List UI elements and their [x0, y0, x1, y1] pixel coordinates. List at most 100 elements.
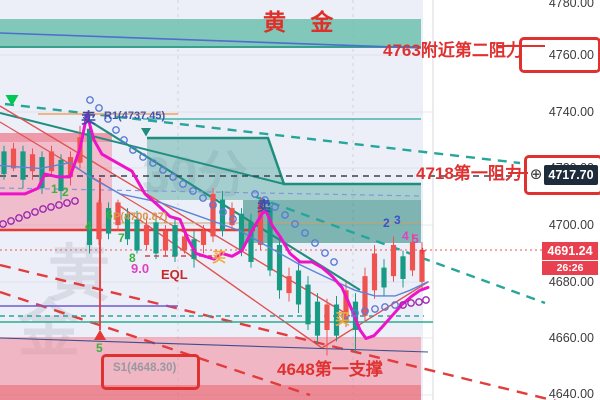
- sar-dot: [120, 136, 128, 144]
- sar-dot: [169, 173, 177, 181]
- top-resistance-band: [0, 19, 421, 47]
- candle-body: [200, 230, 207, 245]
- td-count-label: +: [419, 244, 427, 258]
- candle-body: [39, 157, 45, 189]
- sar-dot: [31, 208, 39, 216]
- candle-body: [419, 250, 425, 282]
- sar-dot: [391, 301, 399, 309]
- red-dashed-1: [0, 263, 557, 400]
- candle-body: [409, 242, 416, 271]
- highlight-box-4717: [524, 155, 600, 195]
- sar-dot: [291, 220, 299, 228]
- red-v-right: [321, 281, 429, 349]
- sar-dot: [381, 303, 389, 311]
- sar-dot: [139, 153, 147, 161]
- sar-dot: [63, 199, 71, 207]
- sar-dot: [271, 203, 279, 211]
- sar-dot: [321, 249, 329, 257]
- candle-body: [333, 304, 340, 336]
- buy-signal-label: 买: [212, 249, 226, 265]
- sar-dot: [351, 309, 359, 317]
- sar-dot: [55, 201, 63, 209]
- pivot-s1-label: S1(4648.30): [113, 362, 177, 374]
- candle-body: [257, 202, 264, 245]
- support-zone: [0, 337, 421, 400]
- sar-dot: [104, 115, 112, 123]
- sar-dot: [251, 190, 259, 198]
- candle-body: [381, 267, 387, 288]
- candle-body: [86, 128, 93, 245]
- candle-body: [343, 290, 349, 322]
- sar-dot: [341, 312, 349, 320]
- target-icon[interactable]: ⊕: [528, 166, 544, 183]
- highlight-box-s1: [101, 354, 200, 390]
- annotation-resistance-1: 4718第一阻力: [416, 164, 522, 183]
- candle-body: [248, 222, 254, 262]
- red-fan-1: [0, 105, 351, 317]
- sar-dot: [7, 217, 15, 225]
- current-price-badge: 4691.24: [542, 242, 598, 260]
- td-count-label: 9.0: [131, 261, 150, 276]
- price-tick: 4740.00: [548, 105, 594, 119]
- sar-dot: [261, 196, 269, 204]
- td-count-label: 7: [118, 231, 125, 245]
- sar-dot: [149, 159, 157, 167]
- level-price-badge: 4717.70: [544, 165, 598, 185]
- red-dashed-2: [0, 290, 311, 397]
- band-blue-line: [0, 32, 422, 49]
- candle-body: [276, 244, 283, 291]
- sar-dot: [219, 208, 227, 216]
- td-count-label: 2: [383, 216, 390, 230]
- teal-dashed-2: [255, 195, 546, 305]
- sell-signal-label: 卖: [257, 198, 271, 214]
- candle-body: [267, 208, 273, 271]
- sar-dot: [330, 258, 338, 266]
- sar-dot: [281, 211, 289, 219]
- sar-dot: [189, 187, 197, 195]
- price-tick: 4780.00: [548, 0, 594, 10]
- candle-body: [172, 225, 178, 257]
- pivot-r1-label: R1(4737.45): [104, 110, 166, 122]
- td-count-label: 2: [62, 185, 69, 199]
- candle-body: [400, 256, 406, 279]
- ma-fast-line: [0, 113, 430, 340]
- candle-body: [362, 276, 368, 316]
- supply-zone: [147, 138, 421, 243]
- bar-countdown: 26:26: [542, 261, 598, 275]
- td-count-label: 6: [106, 208, 113, 222]
- td-count-label: 3: [394, 213, 401, 227]
- candle-body: [29, 154, 36, 172]
- annotation-support-1: 4648第一支撑: [277, 360, 383, 379]
- candle-body: [286, 276, 292, 294]
- sar-dot: [399, 301, 407, 309]
- price-tick: 4700.00: [548, 218, 594, 232]
- candle-body: [20, 151, 26, 180]
- chart-title: 黄 金: [263, 9, 343, 35]
- candle-body: [324, 304, 330, 330]
- candle-body: [1, 151, 7, 175]
- support-zone-deep: [0, 385, 421, 400]
- sar-dot: [71, 197, 79, 205]
- left-pink-zone: [0, 133, 112, 230]
- sar-dot: [129, 146, 137, 154]
- sar-dot: [112, 126, 120, 134]
- price-tick: 4680.00: [548, 275, 594, 289]
- sell-triangle-icon: [141, 128, 151, 137]
- sar-dot: [47, 203, 55, 211]
- sar-dot: [95, 104, 103, 112]
- sar-dot: [371, 305, 379, 313]
- td-count-label: 8: [129, 251, 136, 265]
- sar-dot: [415, 298, 423, 306]
- sar-dot: [199, 194, 207, 202]
- candle-body: [181, 236, 188, 251]
- candle-body: [295, 270, 302, 305]
- sar-dot: [229, 215, 237, 223]
- candle-body: [143, 225, 150, 245]
- candle-body: [162, 230, 169, 251]
- zone-top-border: [147, 136, 421, 186]
- sar-dot: [23, 211, 31, 219]
- sar-dot: [407, 299, 415, 307]
- price-tick: 4760.00: [548, 48, 594, 62]
